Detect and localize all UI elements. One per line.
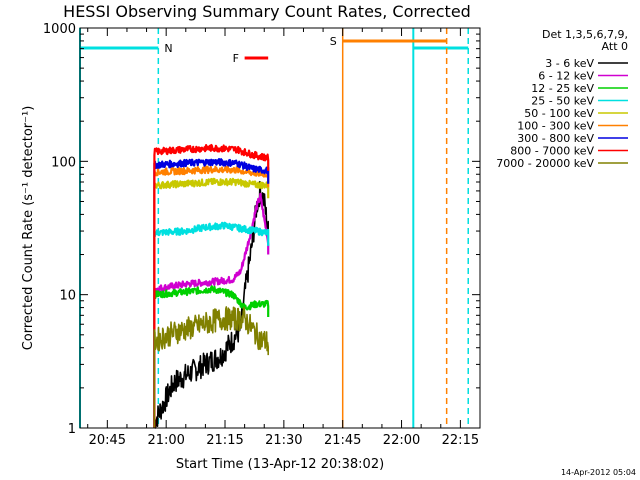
series-line: [153, 165, 270, 428]
x-tick-label: 21:00: [147, 433, 184, 448]
series-line: [153, 192, 270, 428]
plot-frame: [79, 27, 481, 429]
series-line: [153, 221, 270, 428]
axes-layer: 1 10 100 1000 20:45 21:00 21:15 21:30 21:45 22:00…: [43, 22, 480, 448]
y-tick-label: 100: [51, 155, 76, 170]
series-line: [153, 177, 270, 428]
annotation-layer: N F S: [79, 28, 469, 428]
x-axis-label: Start Time (13-Apr-12 20:38:02): [176, 457, 384, 472]
series-line: [153, 143, 270, 428]
legend-header: Det 1,3,5,6,7,9,: [542, 28, 628, 41]
legend-label: 12 - 25 keV: [531, 82, 594, 95]
series-layer: [153, 143, 270, 429]
x-tick-label: 20:45: [89, 433, 126, 448]
x-tick-label: 21:15: [206, 433, 243, 448]
night-label: N: [164, 42, 172, 55]
series-line: [153, 158, 270, 428]
legend-label: 300 - 800 keV: [517, 132, 594, 145]
legend-label: 50 - 100 keV: [524, 107, 594, 120]
saa-label: S: [330, 35, 337, 48]
footer-timestamp: 14-Apr-2012 05:04: [561, 468, 636, 477]
flare-label: F: [233, 52, 239, 65]
legend-label: 800 - 7000 keV: [510, 145, 594, 158]
chart-title: HESSI Observing Summary Count Rates, Cor…: [63, 2, 471, 21]
series-line: [153, 180, 269, 429]
y-tick-label: 1000: [43, 22, 76, 37]
series-line: [153, 306, 269, 428]
x-tick-label: 22:00: [383, 433, 420, 448]
x-tick-label: 21:30: [265, 433, 302, 448]
legend-label: 3 - 6 keV: [545, 57, 594, 70]
legend-label: 6 - 12 keV: [538, 70, 594, 83]
legend-label: 7000 - 20000 keV: [496, 157, 594, 170]
x-tick-label: 21:45: [324, 433, 361, 448]
legend-label: 100 - 300 keV: [517, 120, 594, 133]
legend-label: 25 - 50 keV: [531, 95, 594, 108]
y-axis-label: Corrected Count Rate (s⁻¹ detector⁻¹): [21, 106, 36, 351]
y-tick-label: 10: [59, 289, 76, 304]
series-line: [153, 285, 270, 428]
legend-header: Att 0: [602, 40, 628, 53]
x-tick-label: 22:15: [442, 433, 479, 448]
y-tick-label: 1: [68, 422, 76, 437]
